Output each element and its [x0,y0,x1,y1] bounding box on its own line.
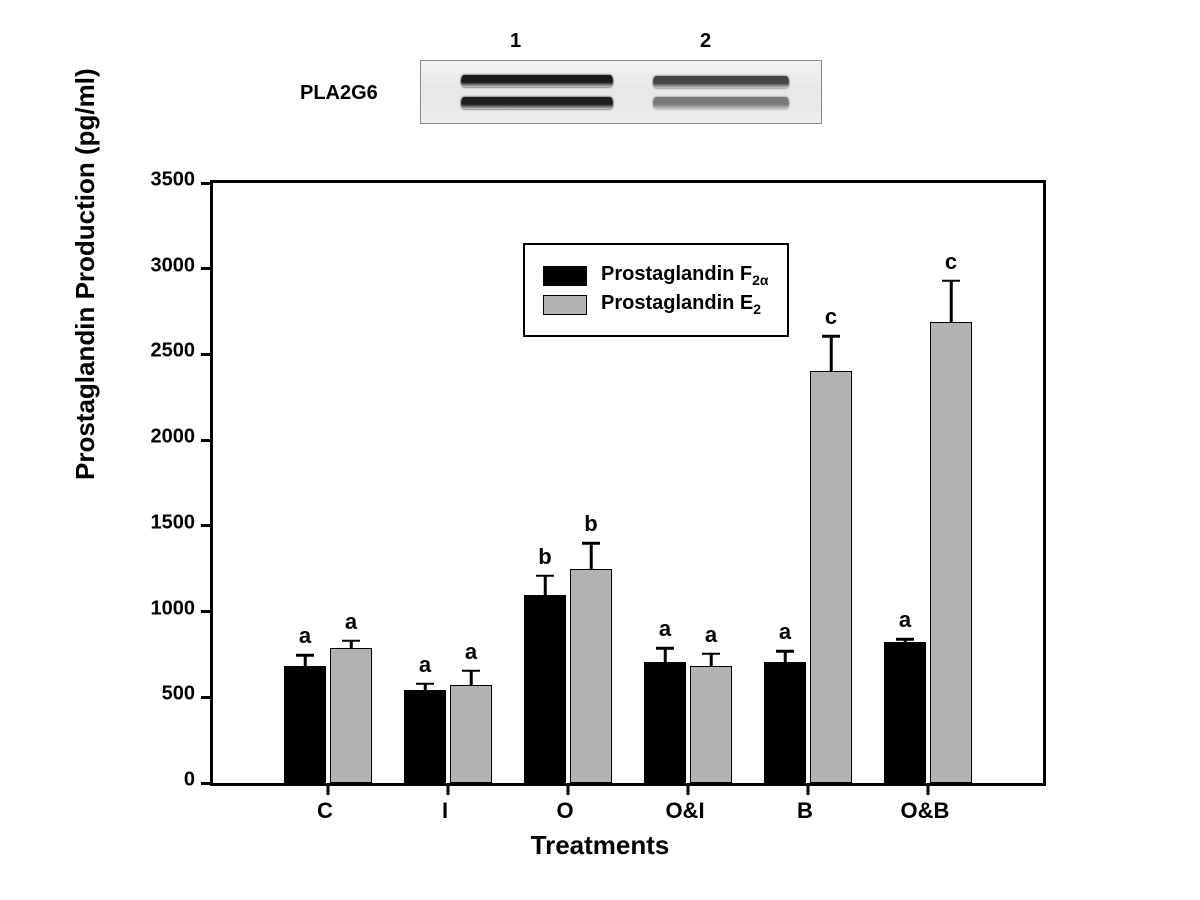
y-tick-label: 3500 [125,169,195,192]
significance-letter: a [419,652,431,678]
significance-letter: a [465,639,477,665]
y-tick [201,524,213,527]
legend-swatch [543,295,587,315]
error-bar [590,543,593,569]
y-tick-label: 2500 [125,340,195,363]
bar [330,648,372,783]
error-bar [304,655,307,665]
y-tick-label: 0 [125,769,195,792]
x-tick-label: O&I [665,798,704,824]
error-cap [462,669,480,672]
y-tick-label: 500 [125,683,195,706]
x-tick-label: I [442,798,448,824]
chart-legend: Prostaglandin F2α Prostaglandin E2 [523,243,789,337]
x-tick [447,783,450,795]
y-tick-label: 1500 [125,511,195,534]
y-tick [201,782,213,785]
error-bar [544,576,547,596]
error-bar [470,671,473,686]
significance-letter: a [705,622,717,648]
bar [930,322,972,783]
significance-letter: a [345,609,357,635]
error-bar [710,654,713,666]
significance-letter: a [299,623,311,649]
x-axis-title: Treatments [0,830,1200,861]
x-tick-label: C [317,798,333,824]
x-tick-label: O&B [901,798,950,824]
legend-label: Prostaglandin F2α [601,263,769,288]
y-tick [201,610,213,613]
y-tick [201,267,213,270]
significance-letter: c [825,304,837,330]
error-cap [296,654,314,657]
x-tick-label: B [797,798,813,824]
bar [644,662,686,783]
error-cap [582,542,600,545]
error-cap [656,647,674,650]
bar [764,662,806,783]
blot-band [653,76,789,88]
significance-letter: a [779,619,791,645]
error-cap [536,574,554,577]
error-cap [416,682,434,685]
x-tick [687,783,690,795]
significance-letter: c [945,249,957,275]
error-cap [942,279,960,282]
y-tick-label: 1000 [125,597,195,620]
blot-lane-label-1: 1 [510,30,521,53]
blot-band [653,97,789,109]
x-tick [927,783,930,795]
y-tick-label: 3000 [125,254,195,277]
significance-letter: a [899,607,911,633]
significance-letter: b [584,511,597,537]
x-tick-label: O [556,798,573,824]
x-tick [567,783,570,795]
error-cap [896,638,914,641]
y-axis-title: Prostaglandin Production (pg/ml) [70,68,101,480]
error-cap [822,335,840,338]
blot-film [420,60,822,124]
y-tick-label: 2000 [125,426,195,449]
x-tick [807,783,810,795]
error-cap [702,652,720,655]
blot-band [461,75,613,87]
bar [404,690,446,783]
bar [284,666,326,783]
y-tick [201,696,213,699]
blot-lane-label-2: 2 [700,30,711,53]
bar [810,371,852,783]
y-tick [201,439,213,442]
error-bar [784,651,787,662]
bar [524,595,566,783]
significance-letter: b [538,544,551,570]
western-blot-panel: PLA2G6 1 2 [380,30,860,140]
blot-band [461,97,613,109]
bar [884,642,926,783]
error-cap [776,650,794,653]
significance-letter: a [659,616,671,642]
blot-protein-label: PLA2G6 [300,82,378,105]
legend-label: Prostaglandin E2 [601,292,761,317]
bar [450,685,492,783]
bar [570,569,612,783]
error-bar [830,336,833,370]
x-tick [327,783,330,795]
chart-plot-area: Prostaglandin F2α Prostaglandin E2 a a a a b b… [210,180,1046,786]
bar [690,666,732,783]
y-tick [201,353,213,356]
error-bar [950,281,953,322]
error-bar [664,648,667,662]
error-cap [342,639,360,642]
legend-item: Prostaglandin E2 [543,292,769,317]
y-tick [201,182,213,185]
legend-item: Prostaglandin F2α [543,263,769,288]
legend-swatch [543,266,587,286]
